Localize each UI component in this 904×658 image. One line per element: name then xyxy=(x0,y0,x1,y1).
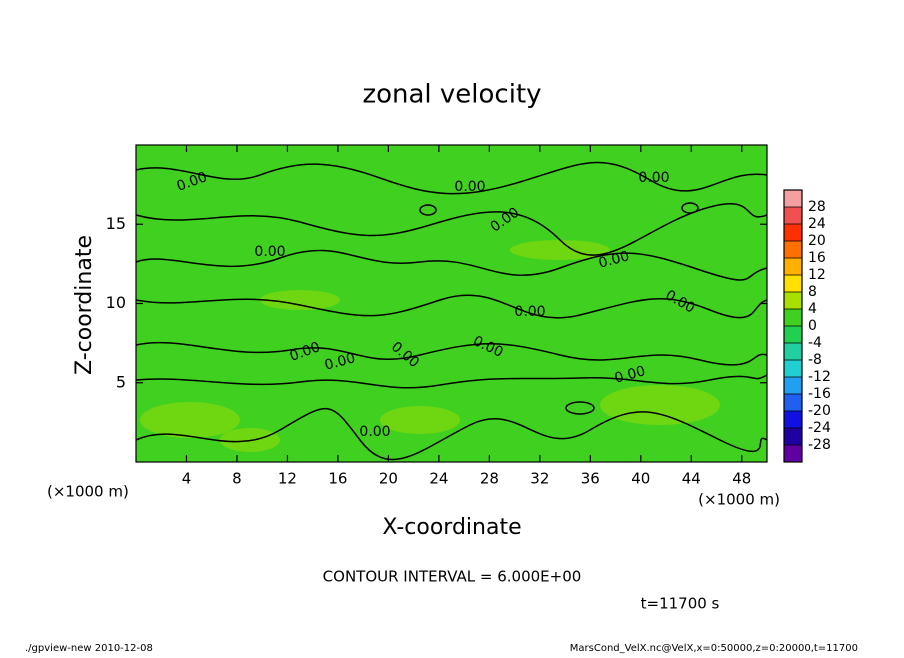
colorbar-band xyxy=(784,394,802,411)
contour-label: 0.00 xyxy=(613,363,647,387)
colorbar-band xyxy=(784,343,802,360)
time-label: t=11700 s xyxy=(641,595,720,613)
contour-line xyxy=(135,374,768,389)
y-tick-label: 10 xyxy=(106,293,126,312)
contour-line xyxy=(565,401,595,415)
contour-label: 0.00 xyxy=(597,248,631,272)
colorbar-band xyxy=(784,326,802,343)
contour-label: 0.00 xyxy=(254,244,285,260)
x-tick-label: 16 xyxy=(328,470,347,488)
colorbar-tick-label: 12 xyxy=(808,267,826,283)
x-tick-label: 32 xyxy=(530,470,549,488)
colorbar-tick-label: 4 xyxy=(808,301,817,317)
colorbar-band xyxy=(784,224,802,241)
colorbar-band xyxy=(784,360,802,377)
contour-label: 0.00 xyxy=(454,179,485,195)
x-tick-label: 44 xyxy=(682,470,701,488)
colorbar-tick-label: -24 xyxy=(808,420,831,436)
colorbar-band xyxy=(784,207,802,224)
colorbar-band xyxy=(784,377,802,394)
x-tick-label: 40 xyxy=(631,470,650,488)
colorbar-band xyxy=(784,445,802,462)
x-tick-label: 4 xyxy=(182,470,192,488)
field-patch xyxy=(510,240,610,260)
x-tick-label: 12 xyxy=(278,470,297,488)
y-tick-label: 5 xyxy=(116,372,126,391)
contour-label: 0.00 xyxy=(359,424,390,440)
x-tick-label: 28 xyxy=(480,470,499,488)
contour-line xyxy=(681,202,699,214)
field-fill xyxy=(136,145,767,462)
colorbar-tick-label: -28 xyxy=(808,437,831,453)
colorbar-band xyxy=(784,309,802,326)
y-tick-label: 15 xyxy=(106,214,126,233)
colorbar-band xyxy=(784,241,802,258)
colorbar-tick-label: 8 xyxy=(808,284,817,300)
x-tick-label: 8 xyxy=(232,470,242,488)
contour-line xyxy=(419,204,437,216)
colorbar-tick-label: -20 xyxy=(808,403,831,419)
field xyxy=(136,145,767,462)
contour-interval: CONTOUR INTERVAL = 6.000E+00 xyxy=(323,568,582,586)
contour-lines xyxy=(135,161,768,461)
colorbar-tick-label: -8 xyxy=(808,352,822,368)
colorbar-tick-label: -12 xyxy=(808,369,831,385)
chart-title: zonal velocity xyxy=(362,80,541,110)
contour-line xyxy=(135,249,768,281)
footer-left: ./gpview-new 2010-12-08 xyxy=(25,643,153,654)
colorbar-band xyxy=(784,275,802,292)
field-patch xyxy=(140,402,240,438)
x-unit: (×1000 m) xyxy=(47,483,129,501)
contour-line xyxy=(135,341,768,366)
colorbar-tick-label: 24 xyxy=(808,216,826,232)
x-tick-label: 24 xyxy=(429,470,448,488)
colorbar-tick-label: 16 xyxy=(808,250,826,266)
colorbar-tick-label: -4 xyxy=(808,335,822,351)
field-patch xyxy=(260,290,340,310)
colorbar-tick-label: -16 xyxy=(808,386,831,402)
x-axis-label: X-coordinate xyxy=(382,515,521,540)
y-axis-label: Z-coordinate xyxy=(72,235,97,375)
colorbar-tick-label: 0 xyxy=(808,318,817,334)
colorbar-band xyxy=(784,258,802,275)
colorbar-band xyxy=(784,190,802,207)
x-tick-label: 36 xyxy=(581,470,600,488)
contour-line xyxy=(135,203,768,256)
contour-line xyxy=(135,407,768,461)
x-tick-label: 20 xyxy=(379,470,398,488)
colorbar-band xyxy=(784,411,802,428)
x-tick-label: 48 xyxy=(732,470,751,488)
field-patch xyxy=(600,385,720,425)
footer-right: MarsCond_VelX.nc@VelX,x=0:50000,z=0:2000… xyxy=(570,643,858,654)
contour-line xyxy=(135,161,768,195)
contour-label: 0.00 xyxy=(638,170,669,186)
colorbar-tick-label: 20 xyxy=(808,233,826,249)
contour-label: 0.00 xyxy=(514,304,545,320)
contour-line xyxy=(135,294,768,319)
colorbar-band xyxy=(784,292,802,309)
contour-label: 0.00 xyxy=(323,350,357,374)
x-unit: (×1000 m) xyxy=(698,491,780,509)
colorbar-tick-label: 28 xyxy=(808,199,826,215)
colorbar-band xyxy=(784,428,802,445)
field-patch xyxy=(380,406,460,434)
